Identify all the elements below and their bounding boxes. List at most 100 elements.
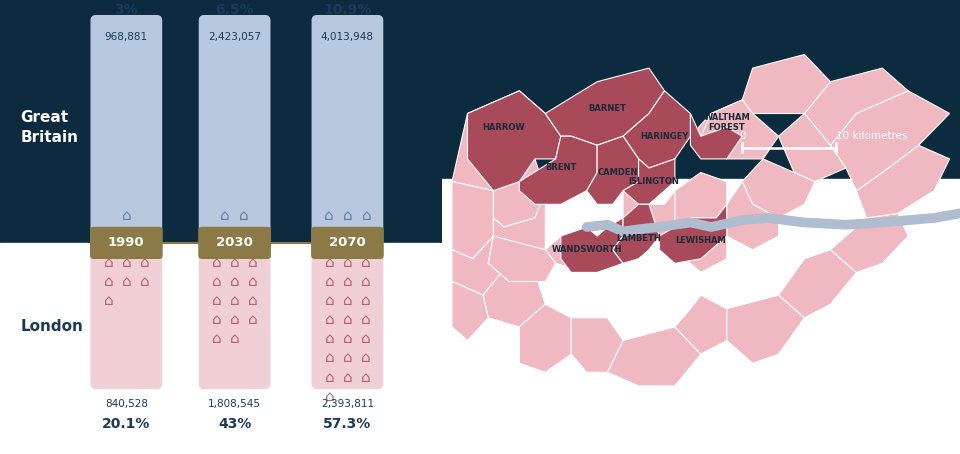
Text: ⌂: ⌂ (361, 293, 371, 308)
Bar (442, 0, 960, 179)
Polygon shape (608, 327, 701, 386)
Text: ⌂: ⌂ (343, 312, 352, 327)
Text: ⌂: ⌂ (324, 350, 334, 365)
Text: 3%: 3% (114, 3, 138, 17)
Text: ⌂: ⌂ (104, 274, 113, 289)
Text: ISLINGTON: ISLINGTON (629, 177, 680, 186)
Text: BARNET: BARNET (588, 104, 627, 114)
Polygon shape (452, 91, 545, 191)
Polygon shape (452, 236, 509, 295)
Text: ⌂: ⌂ (343, 274, 352, 289)
Text: ⌂: ⌂ (361, 350, 371, 365)
Text: ⌂: ⌂ (212, 255, 222, 270)
Text: ⌂: ⌂ (212, 274, 222, 289)
Text: WALTHAM
FOREST: WALTHAM FOREST (704, 113, 750, 132)
Polygon shape (742, 159, 815, 218)
Text: ⌂: ⌂ (343, 293, 352, 308)
Polygon shape (690, 114, 742, 159)
Polygon shape (660, 204, 727, 263)
FancyBboxPatch shape (311, 227, 384, 259)
Text: LEWISHAM: LEWISHAM (676, 236, 726, 245)
Text: ⌂: ⌂ (229, 255, 239, 270)
Bar (0, 0, 451, 243)
Polygon shape (779, 250, 856, 318)
Text: ⌂: ⌂ (212, 312, 222, 327)
Text: 840,528: 840,528 (105, 399, 148, 409)
Text: 968,881: 968,881 (105, 32, 148, 42)
FancyBboxPatch shape (90, 227, 162, 259)
Text: HARROW: HARROW (483, 123, 525, 132)
Text: ⌂: ⌂ (361, 370, 371, 385)
Polygon shape (597, 218, 638, 263)
Polygon shape (468, 91, 561, 191)
FancyBboxPatch shape (90, 15, 162, 246)
Text: ⌂: ⌂ (212, 293, 222, 308)
Text: ⌂: ⌂ (104, 293, 113, 308)
Polygon shape (493, 159, 545, 227)
Bar (442, 179, 960, 454)
Polygon shape (489, 236, 556, 281)
Text: ⌂: ⌂ (229, 274, 239, 289)
Polygon shape (856, 145, 949, 218)
Polygon shape (830, 213, 908, 272)
Text: ⌂: ⌂ (229, 312, 239, 327)
Polygon shape (727, 295, 804, 363)
Text: ⌂: ⌂ (324, 331, 334, 346)
FancyBboxPatch shape (312, 240, 383, 389)
Text: ⌂: ⌂ (361, 274, 371, 289)
Text: CAMDEN: CAMDEN (598, 168, 638, 177)
FancyBboxPatch shape (199, 240, 271, 389)
Polygon shape (587, 136, 638, 204)
Text: ⌂: ⌂ (139, 274, 149, 289)
Text: ⌂: ⌂ (248, 274, 257, 289)
Polygon shape (623, 159, 675, 204)
Polygon shape (545, 227, 597, 272)
Text: 2030: 2030 (216, 237, 253, 249)
Polygon shape (483, 263, 545, 327)
Text: 10 kilometres: 10 kilometres (835, 131, 907, 141)
Text: 0: 0 (739, 131, 746, 141)
Text: ⌂: ⌂ (239, 208, 249, 223)
Text: ⌂: ⌂ (229, 293, 239, 308)
Text: 10.9%: 10.9% (324, 3, 372, 17)
Text: WANDSWORTH: WANDSWORTH (551, 245, 622, 254)
Polygon shape (623, 191, 675, 236)
FancyBboxPatch shape (312, 15, 383, 246)
Text: ⌂: ⌂ (343, 331, 352, 346)
FancyBboxPatch shape (199, 15, 271, 246)
Text: ⌂: ⌂ (139, 255, 149, 270)
Polygon shape (452, 182, 493, 259)
Text: ⌂: ⌂ (122, 208, 132, 223)
Text: ⌂: ⌂ (248, 255, 257, 270)
Polygon shape (452, 281, 489, 340)
Text: ⌂: ⌂ (122, 274, 132, 289)
Text: LAMBETH: LAMBETH (616, 234, 661, 243)
Text: London: London (20, 319, 84, 335)
Polygon shape (519, 304, 571, 372)
Text: 1990: 1990 (108, 237, 145, 249)
Text: ⌂: ⌂ (361, 331, 371, 346)
Polygon shape (742, 54, 830, 114)
Text: ⌂: ⌂ (343, 350, 352, 365)
Text: 43%: 43% (218, 417, 252, 431)
Text: 2070: 2070 (329, 237, 366, 249)
Text: ⌂: ⌂ (248, 293, 257, 308)
Text: ⌂: ⌂ (362, 208, 372, 223)
Polygon shape (493, 191, 545, 250)
Text: ⌂: ⌂ (324, 274, 334, 289)
Text: ⌂: ⌂ (324, 208, 333, 223)
Polygon shape (623, 91, 690, 168)
Text: ⌂: ⌂ (324, 293, 334, 308)
Bar (0, 243, 451, 454)
Text: ⌂: ⌂ (343, 370, 352, 385)
Polygon shape (701, 100, 779, 159)
Text: 20.1%: 20.1% (102, 417, 151, 431)
Text: ⌂: ⌂ (212, 331, 222, 346)
Polygon shape (571, 318, 623, 372)
Polygon shape (830, 91, 949, 191)
Polygon shape (664, 173, 727, 227)
FancyBboxPatch shape (90, 240, 162, 389)
Text: ⌂: ⌂ (361, 312, 371, 327)
Text: 2,423,057: 2,423,057 (208, 32, 261, 42)
Text: ⌂: ⌂ (229, 331, 239, 346)
